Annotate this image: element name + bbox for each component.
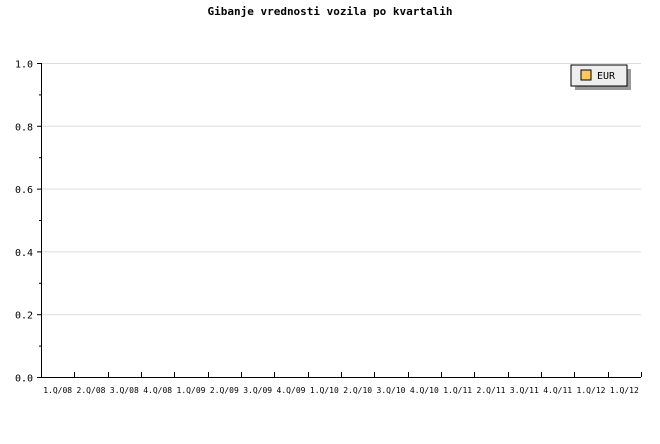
x-tick-label: 3.Q/10	[377, 386, 406, 395]
legend: EUR	[570, 64, 631, 90]
x-axis-ticks: 1.Q/08 2.Q/08 3.Q/08 4.Q/08 1.Q/09 2.Q/09 3.Q/…	[43, 372, 642, 395]
x-tick-label: 1.Q/08	[43, 386, 72, 395]
x-tick-label: 4.Q/08	[143, 386, 172, 395]
y-axis-ticks: 0.0 0.2 0.4 0.6 0.8 1.0	[15, 60, 41, 385]
x-tick-label: 1.Q/12	[610, 386, 639, 395]
x-tick-label: 2.Q/11	[477, 386, 506, 395]
x-tick-label: 1.Q/10	[310, 386, 339, 395]
legend-swatch-eur	[580, 69, 592, 81]
y-tick-label: 1.0	[15, 60, 33, 71]
x-tick-label: 3.Q/09	[243, 386, 272, 395]
x-tick-label: 1.Q/09	[177, 386, 206, 395]
y-tick-label: 0.0	[15, 374, 33, 385]
y-tick-label: 0.4	[15, 248, 33, 259]
y-tick-label: 0.8	[15, 122, 33, 133]
x-tick-label: 1.Q/11	[443, 386, 472, 395]
axes	[41, 63, 641, 378]
x-tick-label: 4.Q/11	[543, 386, 572, 395]
legend-label-eur: EUR	[597, 71, 616, 82]
y-tick-label: 0.6	[15, 185, 33, 196]
x-tick-label: 3.Q/11	[510, 386, 539, 395]
x-tick-label: 2.Q/10	[343, 386, 372, 395]
x-tick-label: 4.Q/10	[410, 386, 439, 395]
gridlines	[41, 63, 641, 316]
x-tick-label: 2.Q/08	[77, 386, 106, 395]
x-tick-label: 1.Q/12	[577, 386, 606, 395]
x-tick-label: 4.Q/09	[277, 386, 306, 395]
x-tick-label: 2.Q/09	[210, 386, 239, 395]
x-tick-label: 3.Q/08	[110, 386, 139, 395]
y-tick-label: 0.2	[15, 311, 33, 322]
chart-title: Gibanje vrednosti vozila po kvartalih	[207, 5, 452, 18]
